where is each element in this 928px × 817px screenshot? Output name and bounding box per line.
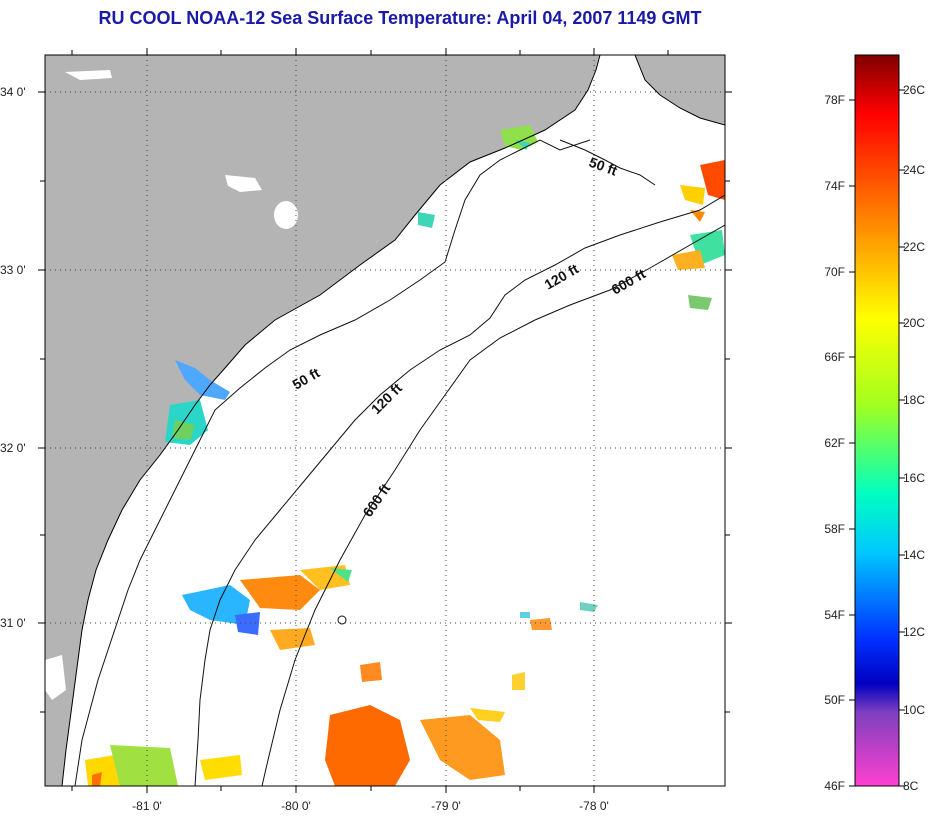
map-frame [44,54,726,787]
celsius-label: 12C [903,625,925,639]
colorbar [854,54,900,787]
celsius-label: 26C [903,83,925,97]
celsius-label: 24C [903,163,925,177]
fahrenheit-label: 46F [824,779,845,793]
fahrenheit-label: 66F [824,350,845,364]
bathymetry-50ft [74,139,591,786]
colorbar-ticks [849,89,905,787]
fahrenheit-label: 78F [824,93,845,107]
inland-lake [274,201,298,229]
fahrenheit-label: 54F [824,608,845,622]
fahrenheit-label: 62F [824,436,845,450]
land-northeast [635,55,725,125]
bathymetry-120ft [194,194,725,786]
celsius-label: 10C [903,703,925,717]
graticule [45,55,725,786]
lon-label: -80 0' [281,799,311,813]
small-contour-ring [337,615,347,625]
celsius-label: 20C [903,316,925,330]
coastline [61,55,601,786]
lat-label: 33 0' [0,263,26,277]
map-title: RU COOL NOAA-12 Sea Surface Temperature:… [98,8,702,28]
celsius-label: 16C [903,471,925,485]
fahrenheit-label: 74F [824,179,845,193]
fahrenheit-label: 70F [824,265,845,279]
fahrenheit-label: 50F [824,693,845,707]
fahrenheit-label: 58F [824,522,845,536]
lon-label: -78 0' [579,799,609,813]
celsius-label: 18C [903,393,925,407]
axis-ticks [38,48,732,793]
inland-lake [225,175,262,192]
colorbar-celsius-labels: 26C 24C 22C 20C 18C 16C 14C 12C 10C 8C [903,83,925,793]
lat-label: 32 0' [0,441,26,455]
lat-label: 31 0' [0,616,26,630]
celsius-label: 8C [903,779,919,793]
celsius-label: 22C [903,240,925,254]
inland-lake [45,655,66,700]
lat-label: 34 0' [0,85,26,99]
lon-label: -79 0' [431,799,461,813]
coastline-northeast [634,55,725,126]
celsius-label: 14C [903,548,925,562]
sst-patches [85,125,725,786]
bathymetry-600ft [261,224,725,786]
land-area [45,55,600,786]
inland-lake [65,70,112,80]
lon-label: -81 0' [132,799,162,813]
bathymetry-50ft-east [559,139,656,186]
colorbar-fahrenheit-labels: 78F 74F 70F 66F 62F 58F 54F 50F 46F [824,93,845,793]
